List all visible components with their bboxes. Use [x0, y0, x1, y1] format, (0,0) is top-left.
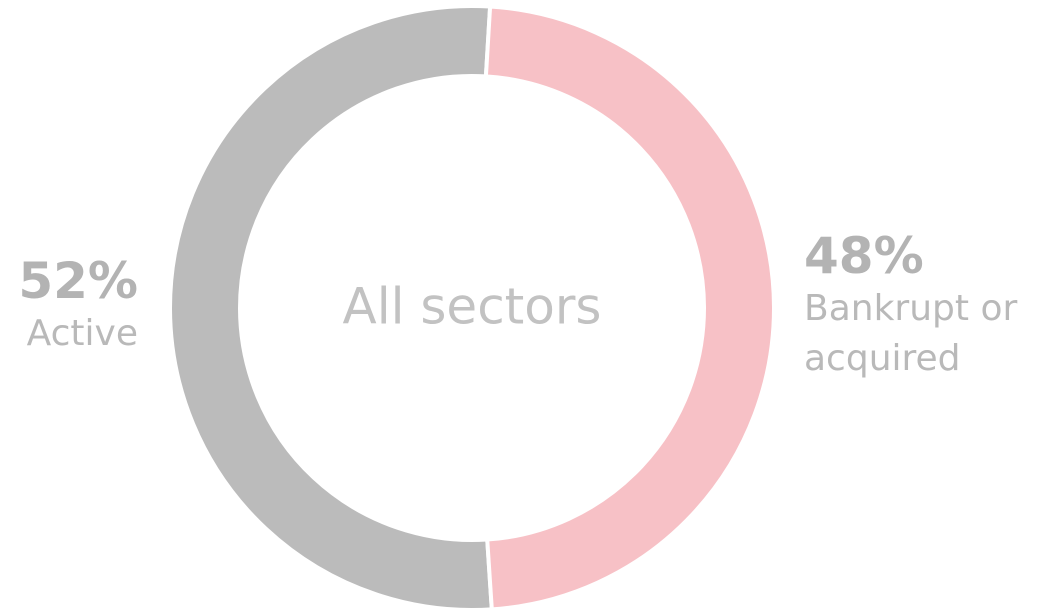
- category-label: Bankrupt or acquired: [804, 288, 1018, 379]
- slice-label: 52% Active: [0, 253, 138, 359]
- center-label: All sectors: [343, 278, 602, 336]
- slice-label: 48% Bankrupt or acquired: [804, 228, 1040, 384]
- value-label: 52%: [18, 252, 138, 310]
- slice: [168, 4, 494, 612]
- value-label: 48%: [804, 227, 924, 285]
- category-label: Active: [26, 313, 138, 354]
- slice: [483, 4, 776, 612]
